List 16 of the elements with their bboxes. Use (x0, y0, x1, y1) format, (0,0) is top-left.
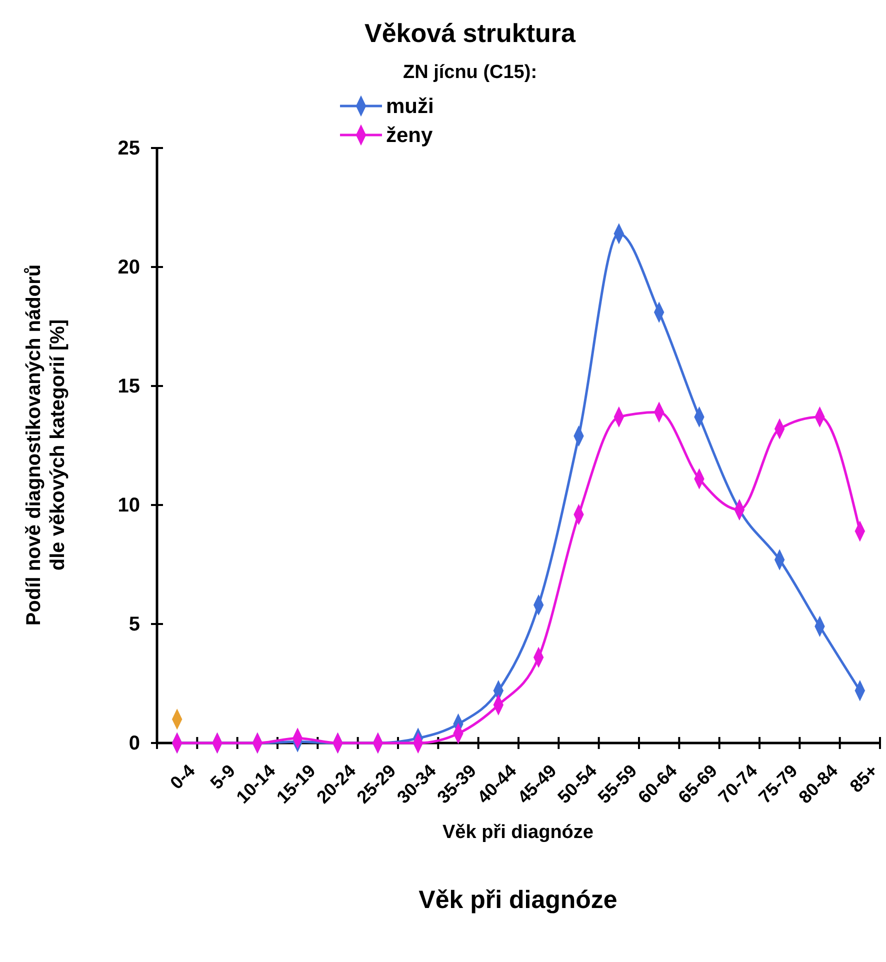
y-axis-title: Podíl nově diagnostikovaných nádorů dle věkových kategorií [%] (23, 264, 69, 626)
x-tick-label: 85+ (846, 760, 882, 796)
y-tick-label: 0 (128, 732, 140, 754)
x-tick-label: 5-9 (206, 760, 239, 794)
y-tick-label: 25 (118, 137, 140, 160)
text: Věk při diagnóze (418, 886, 618, 914)
legend-title: ZN jícnu (C15): (402, 62, 538, 83)
y-tick-label: 15 (118, 375, 140, 398)
legend-label: ženy (386, 124, 434, 147)
y-tick-label: 5 (128, 613, 140, 636)
legend-label: muži (386, 95, 434, 118)
x-tick-label: 0-4 (166, 760, 199, 794)
x-axis-title: Věk při diagnóze (442, 822, 594, 843)
y-tick-label: 20 (118, 256, 140, 278)
y-tick-label: 10 (118, 494, 140, 516)
chart-title: Věková struktura (364, 18, 576, 48)
